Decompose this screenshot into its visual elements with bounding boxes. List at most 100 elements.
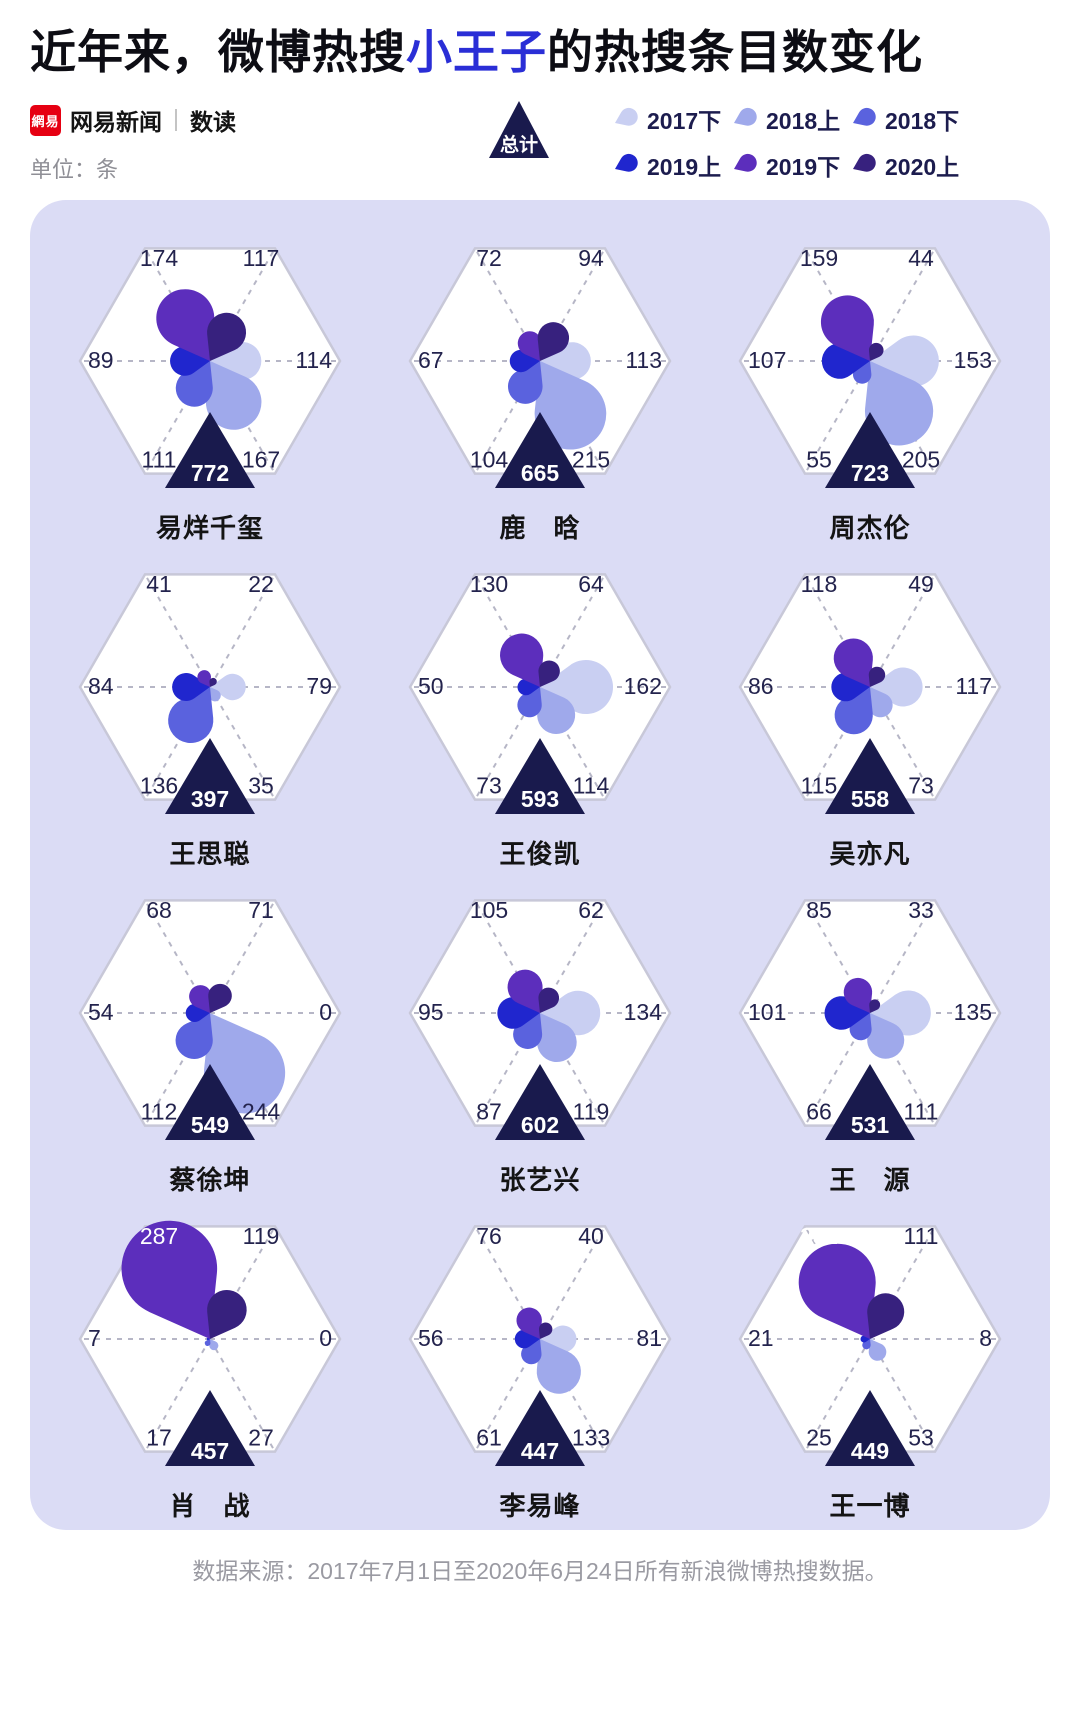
petal-2018上 (209, 687, 221, 702)
value-label-2017下: 0 (319, 999, 332, 1025)
petal-2019下 (517, 331, 542, 361)
petal-2020上 (867, 1293, 905, 1339)
petal-2020上 (538, 660, 560, 687)
petal-icon (734, 107, 757, 126)
petal-2018下 (168, 687, 214, 743)
petal-2018上 (537, 687, 576, 734)
value-label-2017下: 79 (306, 673, 332, 699)
value-label-2018下: 17 (146, 1425, 172, 1451)
legend-label: 2019上 (647, 154, 722, 180)
title-post: 的热搜条目数变化 (547, 26, 923, 78)
total-triangle-icon: 总计 (489, 101, 549, 158)
petal-2019下 (156, 289, 215, 361)
brand-divider (175, 109, 177, 131)
value-label-2018下: 104 (470, 447, 509, 473)
value-label-2018上: 205 (902, 447, 940, 473)
value-label-2017下: 117 (955, 673, 992, 699)
value-label-2018上: 27 (248, 1425, 274, 1451)
title-pre: 近年来，微博热搜 (30, 26, 406, 78)
logo-text: 網易 (31, 113, 60, 129)
legend-item-2019上: 2019上 (612, 148, 731, 182)
petal-2020上 (539, 1322, 553, 1339)
total-value: 593 (521, 786, 559, 812)
celebrity-name: 王思聪 (169, 839, 251, 869)
value-label-2019上: 89 (88, 347, 114, 373)
value-label-2020上: 49 (908, 571, 934, 597)
value-label-2020上: 44 (908, 245, 934, 271)
petal-2019上 (172, 673, 210, 701)
chart-cell: 449 8 53 25 21 231 111 王一博 (705, 1194, 1035, 1521)
petal-2019上 (831, 672, 870, 702)
value-label-2019下: 130 (470, 571, 508, 597)
chart-cell: 602 134 119 87 95 105 62 张艺兴 (375, 868, 705, 1195)
total-value: 602 (521, 1112, 559, 1138)
petal-2020上 (537, 322, 569, 361)
value-label-2019下: 76 (476, 1223, 502, 1249)
chart-cell: 397 79 35 136 84 41 22 王思聪 (45, 542, 375, 869)
hexagon-rose-chart: 593 162 114 73 50 130 64 (408, 571, 672, 814)
petal-2018上 (864, 361, 934, 446)
value-label-2017下: 134 (624, 999, 663, 1025)
value-label-2020上: 111 (904, 1223, 939, 1249)
total-value: 723 (851, 460, 889, 486)
petal-2017下 (870, 1337, 874, 1341)
petal-2019上 (517, 678, 540, 696)
data-source-note: 数据来源：2017年7月1日至2020年6月24日所有新浪微博热搜数据。 (0, 1552, 1080, 1586)
value-label-2018下: 73 (476, 773, 502, 799)
value-label-2018上: 133 (572, 1425, 610, 1451)
petal-2019下 (833, 638, 873, 687)
value-label-2019上: 84 (88, 673, 114, 699)
petal-2019上 (514, 1329, 540, 1349)
petal-2017下 (870, 667, 923, 707)
value-label-2018下: 25 (806, 1425, 832, 1451)
chart-grid: 772 114 167 111 89 174 117 易烊千玺 665 113 215 104 67 72… (30, 200, 1050, 1521)
total-triangle (825, 1390, 915, 1466)
petal-2017下 (540, 1325, 577, 1353)
chart-panel: 772 114 167 111 89 174 117 易烊千玺 665 113 215 104 67 72… (30, 200, 1050, 1530)
petal-2018下 (175, 1013, 213, 1059)
hexagon-rose-chart: 723 153 205 55 107 159 44 (738, 245, 1002, 488)
celebrity-name: 王俊凯 (499, 839, 581, 869)
chart-cell: 447 81 133 61 56 76 40 李易峰 (375, 1194, 705, 1521)
legend: 2017下 2018上 2018下 2019上 2019下 2020上 (612, 102, 969, 182)
total-triangle (165, 412, 255, 488)
petal-2019下 (197, 670, 211, 687)
hexagon-rose-chart: 447 81 133 61 56 76 40 (408, 1223, 672, 1466)
total-triangle (495, 412, 585, 488)
value-label-2020上: 119 (243, 1223, 280, 1249)
petal-2019下 (507, 969, 543, 1013)
legend-label: 2018上 (766, 108, 841, 134)
value-label-2017下: 153 (954, 347, 992, 373)
value-label-2019上: 101 (748, 999, 786, 1025)
petal-2019上 (509, 349, 540, 373)
total-value: 457 (191, 1438, 229, 1464)
petal-2019下 (189, 985, 212, 1013)
brand-row: 網易 网易新闻 数读 (30, 103, 236, 137)
legend-item-2020上: 2020上 (850, 148, 969, 182)
value-label-2019上: 50 (418, 673, 444, 699)
celebrity-name: 张艺兴 (499, 1165, 581, 1195)
legend-item-2018下: 2018下 (850, 102, 969, 136)
total-triangle (825, 412, 915, 488)
petal-2018上 (537, 1013, 577, 1063)
value-label-2019上: 107 (748, 347, 786, 373)
total-triangle (495, 1390, 585, 1466)
petal-2017下 (210, 673, 246, 701)
chart-cell: 665 113 215 104 67 72 94 鹿 晗 (375, 216, 705, 543)
petal-2018上 (867, 1013, 905, 1059)
chart-cell: 772 114 167 111 89 174 117 易烊千玺 (45, 216, 375, 543)
total-legend-badge: 总计 (486, 98, 552, 167)
petal-2019上 (497, 997, 540, 1029)
petal-2019上 (824, 996, 870, 1030)
hexagon-rose-chart: 531 135 111 66 101 85 33 (738, 897, 1002, 1140)
petal-2019下 (121, 1220, 218, 1339)
hexagon-rose-chart: 602 134 119 87 95 105 62 (408, 897, 672, 1140)
value-label-2017下: 114 (295, 347, 332, 373)
petal-2018上 (534, 361, 607, 450)
value-label-2018上: 244 (242, 1099, 281, 1125)
petal-2020上 (208, 983, 232, 1013)
petal-icon (615, 107, 638, 126)
chart-cell: 593 162 114 73 50 130 64 王俊凯 (375, 542, 705, 869)
celebrity-name: 吴亦凡 (829, 839, 911, 869)
value-label-2018上: 119 (573, 1099, 610, 1125)
